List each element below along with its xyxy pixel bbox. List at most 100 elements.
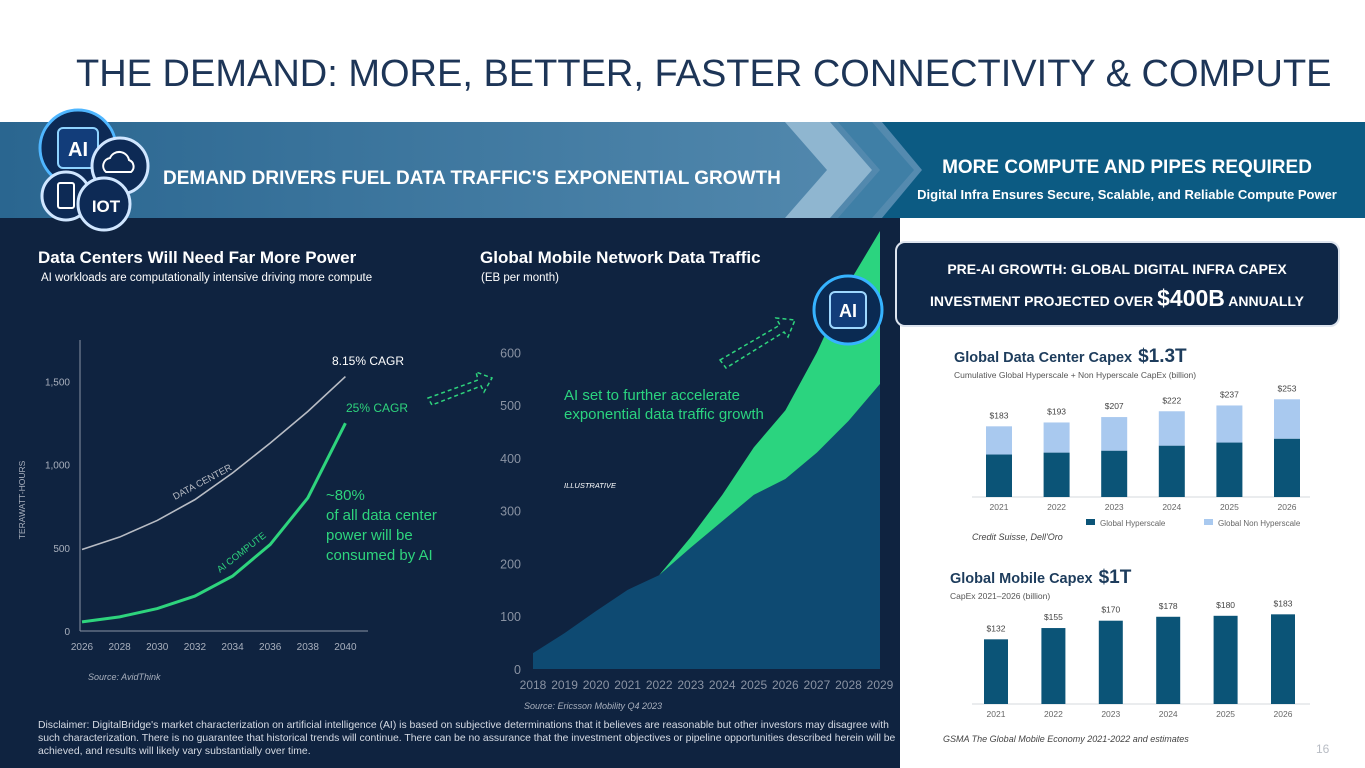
- chart-title: Data Centers Will Need Far More Power: [38, 248, 357, 267]
- x-tick-label: 2036: [259, 642, 282, 653]
- bar: [1098, 620, 1123, 704]
- x-tick-label: 2022: [1047, 502, 1066, 512]
- chevron: [838, 122, 914, 218]
- y-axis-label: TERAWATT-HOURS: [17, 460, 27, 539]
- x-tick-label: 2024: [1159, 709, 1178, 719]
- x-tick-label: 2021: [990, 502, 1009, 512]
- x-tick-label: 2025: [740, 678, 767, 692]
- bar-segment: [986, 426, 1012, 455]
- annotation: ILLUSTRATIVE: [564, 481, 617, 490]
- chip-label: AI: [839, 301, 857, 321]
- icon-label: IOT: [92, 197, 121, 216]
- total-label: $253: [1278, 383, 1297, 393]
- source: Source: AvidThink: [88, 672, 161, 682]
- y-tick-label: 400: [500, 452, 521, 466]
- icon-label: AI: [68, 139, 88, 161]
- callout-highlight: $400B: [1157, 285, 1225, 311]
- bar-segment: [1274, 438, 1300, 497]
- bar-segment: [1216, 405, 1243, 443]
- legend-swatch: [1204, 519, 1213, 525]
- dashed-arrow: [718, 317, 797, 369]
- bar: [1213, 615, 1238, 704]
- chart-subtitle: Cumulative Global Hyperscale + Non Hyper…: [954, 370, 1196, 380]
- callout-text: ANNUALLY: [1228, 293, 1304, 309]
- y-tick-label: 0: [514, 663, 521, 677]
- source: Source: Ericsson Mobility Q4 2023: [524, 701, 662, 711]
- legend-swatch: [1086, 519, 1095, 525]
- icon: [76, 176, 132, 232]
- banner-right-title: MORE COMPUTE AND PIPES REQUIRED: [942, 157, 1312, 178]
- x-tick-label: 2025: [1220, 502, 1239, 512]
- bar-segment: [1274, 399, 1300, 439]
- bar-segment: [1216, 442, 1243, 497]
- chart-subtitle: (EB per month): [481, 272, 559, 284]
- x-tick-label: 2032: [184, 642, 207, 653]
- total-label: $222: [1162, 395, 1181, 405]
- y-tick-label: 100: [500, 610, 521, 624]
- y-tick-label: 1,000: [45, 461, 70, 472]
- y-tick-label: 500: [53, 544, 70, 555]
- callout-text: INVESTMENT PROJECTED OVER: [930, 293, 1153, 309]
- banner-right-bg: [882, 122, 1365, 218]
- chart-highlight: $1.3T: [1138, 346, 1187, 367]
- bar-segment: [986, 454, 1012, 497]
- x-tick-label: 2038: [297, 642, 320, 653]
- legend-label: Global Hyperscale: [1100, 519, 1166, 528]
- line-series: [81, 422, 347, 624]
- x-tick-label: 2027: [804, 678, 831, 692]
- annotation: ~80% of all data center power will be co…: [326, 487, 437, 564]
- y-tick-label: 0: [64, 627, 70, 638]
- total-label: $193: [1047, 406, 1066, 416]
- line-series: [81, 375, 346, 551]
- y-tick-label: 200: [500, 557, 521, 571]
- callout-box: [895, 241, 1340, 327]
- x-tick-label: 2040: [334, 642, 357, 653]
- annotation: 25% CAGR: [346, 401, 408, 415]
- bar-segment: [1043, 422, 1070, 453]
- bar: [1041, 628, 1066, 704]
- disclaimer: Disclaimer: DigitalBridge's market chara…: [38, 720, 896, 757]
- x-tick-label: 2022: [1044, 709, 1063, 719]
- annotation: 8.15% CAGR: [332, 354, 404, 368]
- x-tick-label: 2021: [614, 678, 641, 692]
- x-tick-label: 2026: [1278, 502, 1297, 512]
- x-tick-label: 2024: [1162, 502, 1181, 512]
- bar-segment: [1158, 411, 1185, 446]
- chart-title: Global Mobile Capex $1T: [950, 567, 1132, 588]
- value-label: $132: [987, 623, 1006, 633]
- chip-icon: [829, 291, 867, 329]
- value-label: $155: [1044, 612, 1063, 622]
- x-tick-label: 2023: [677, 678, 704, 692]
- value-label: $170: [1101, 605, 1120, 615]
- legend-label: Global Non Hyperscale: [1218, 519, 1301, 528]
- annotation: AI set to further accelerate exponential…: [564, 387, 764, 423]
- cloud-icon: [102, 150, 135, 173]
- bar: [984, 639, 1008, 704]
- y-tick-label: 300: [500, 505, 521, 519]
- bar-segment: [1043, 452, 1070, 497]
- bar-segment: [1101, 417, 1128, 451]
- area-series: [533, 231, 880, 654]
- x-tick-label: 2022: [646, 678, 673, 692]
- chart-subtitle: CapEx 2021–2026 (billion): [950, 591, 1050, 601]
- value-label: $183: [1274, 598, 1293, 608]
- x-tick-label: 2019: [551, 678, 578, 692]
- y-tick-label: 500: [500, 399, 521, 413]
- slide-title: THE DEMAND: MORE, BETTER, FASTER CONNECT…: [76, 53, 1332, 95]
- x-tick-label: 2023: [1101, 709, 1120, 719]
- area-series: [533, 384, 880, 669]
- total-label: $207: [1105, 401, 1124, 411]
- x-tick-label: 2026: [772, 678, 799, 692]
- icon-cluster: AI IOT: [38, 108, 150, 232]
- source: Credit Suisse, Dell'Oro: [972, 532, 1063, 542]
- chart-title-text: Global Data Center Capex: [954, 350, 1132, 366]
- value-label: $178: [1159, 601, 1178, 611]
- banner-right-subtitle: Digital Infra Ensures Secure, Scalable, …: [917, 187, 1337, 202]
- x-tick-label: 2028: [835, 678, 862, 692]
- x-tick-label: 2034: [221, 642, 244, 653]
- value-label: $180: [1216, 600, 1235, 610]
- x-tick-label: 2030: [146, 642, 169, 653]
- callout-line: INVESTMENT PROJECTED OVER $400B ANNUALLY: [930, 285, 1305, 311]
- x-tick-label: 2020: [583, 678, 610, 692]
